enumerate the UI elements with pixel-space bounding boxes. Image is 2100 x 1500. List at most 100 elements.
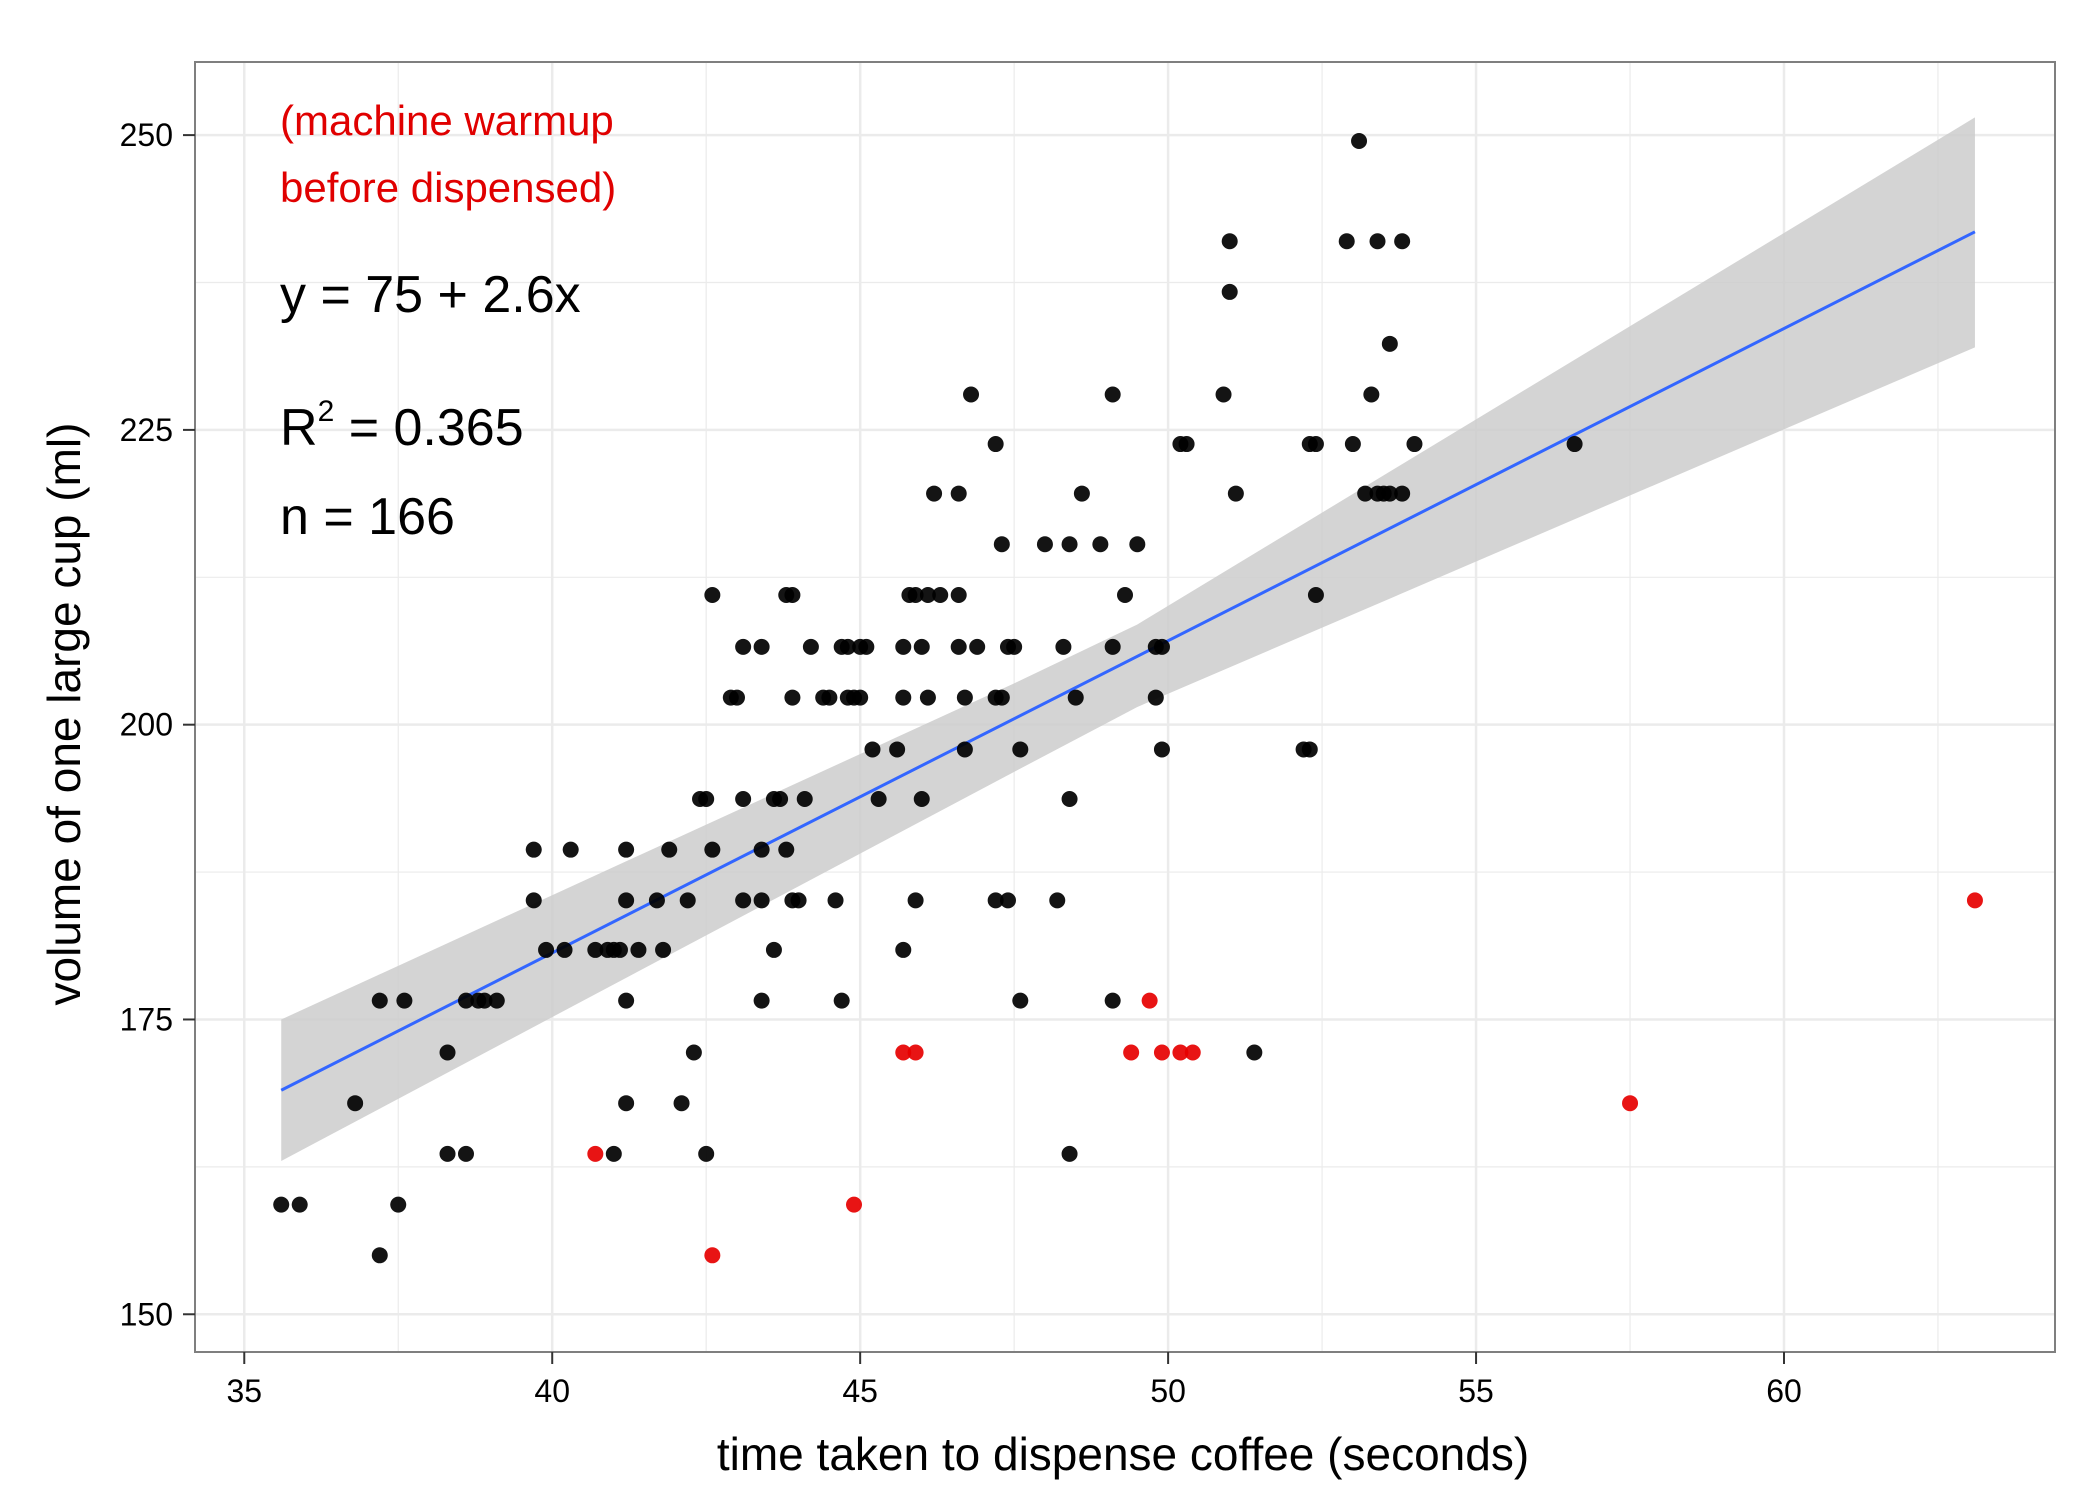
data-point (907, 586, 924, 603)
sample-size-label: n = 166 (280, 488, 455, 546)
data-point (753, 892, 770, 909)
data-point (735, 790, 752, 807)
data-point (999, 892, 1016, 909)
data-point (1227, 485, 1244, 502)
data-point (1012, 992, 1029, 1009)
data-point (698, 790, 715, 807)
y-tick-label: 225 (120, 412, 173, 448)
y-tick-label: 175 (120, 1001, 173, 1037)
data-point (895, 941, 912, 958)
data-point (1104, 386, 1121, 403)
data-point (1049, 892, 1066, 909)
data-points (273, 133, 1983, 1264)
data-point (827, 892, 844, 909)
warmup-data-point (1153, 1044, 1170, 1061)
data-point (833, 992, 850, 1009)
data-point (852, 689, 869, 706)
data-point (790, 892, 807, 909)
warmup-data-point (895, 1044, 912, 1061)
data-point (919, 689, 936, 706)
regression-equation: y = 75 + 2.6x (280, 266, 581, 324)
data-point (1153, 741, 1170, 758)
warmup-annotation-line1: (machine warmup (280, 97, 614, 144)
warmup-data-point (846, 1196, 863, 1213)
data-point (1406, 436, 1423, 453)
data-point (618, 1095, 635, 1112)
warmup-data-point (587, 1145, 604, 1162)
data-point (1351, 133, 1368, 150)
data-point (605, 1145, 622, 1162)
data-point (1221, 233, 1238, 250)
data-point (1357, 485, 1374, 502)
data-point (895, 638, 912, 655)
data-point (993, 689, 1010, 706)
data-point (1369, 233, 1386, 250)
r-squared-label: R2 = 0.365 (280, 395, 524, 457)
data-point (895, 689, 912, 706)
data-point (735, 892, 752, 909)
data-point (932, 586, 949, 603)
data-point (698, 1145, 715, 1162)
data-point (950, 485, 967, 502)
data-point (1129, 536, 1146, 553)
data-point (1221, 283, 1238, 300)
data-point (538, 941, 555, 958)
y-tick-label: 250 (120, 117, 173, 153)
data-point (1006, 638, 1023, 655)
data-point (772, 790, 789, 807)
data-point (655, 941, 672, 958)
x-tick-label: 40 (534, 1373, 570, 1409)
data-point (525, 892, 542, 909)
data-point (1301, 741, 1318, 758)
data-point (753, 841, 770, 858)
data-point (753, 638, 770, 655)
data-point (889, 741, 906, 758)
y-tick-label: 200 (120, 707, 173, 743)
data-point (1055, 638, 1072, 655)
y-axis-title: volume of one large cup (ml) (38, 423, 90, 1006)
data-point (661, 841, 678, 858)
x-tick-label: 35 (226, 1373, 262, 1409)
data-point (1394, 233, 1411, 250)
data-point (611, 941, 628, 958)
x-axis-title: time taken to dispense coffee (seconds) (717, 1428, 1529, 1480)
data-point (457, 992, 474, 1009)
data-point (1178, 436, 1195, 453)
data-point (784, 689, 801, 706)
data-point (950, 638, 967, 655)
data-point (839, 638, 856, 655)
data-point (390, 1196, 407, 1213)
data-point (556, 941, 573, 958)
data-point (956, 741, 973, 758)
data-point (1012, 741, 1029, 758)
data-point (1061, 536, 1078, 553)
data-point (765, 941, 782, 958)
data-point (1394, 485, 1411, 502)
data-point (439, 1145, 456, 1162)
data-point (587, 941, 604, 958)
data-point (778, 841, 795, 858)
data-point (913, 638, 930, 655)
x-tick-label: 55 (1458, 1373, 1494, 1409)
data-point (685, 1044, 702, 1061)
data-point (525, 841, 542, 858)
data-point (679, 892, 696, 909)
data-point (618, 841, 635, 858)
data-point (1307, 586, 1324, 603)
confidence-band-group (281, 117, 1975, 1161)
data-point (347, 1095, 364, 1112)
data-point (630, 941, 647, 958)
data-point (1381, 485, 1398, 502)
data-point (1073, 485, 1090, 502)
data-point (870, 790, 887, 807)
data-point (1344, 436, 1361, 453)
data-point (291, 1196, 308, 1213)
panel-border (194, 61, 2056, 1353)
data-point (1338, 233, 1355, 250)
r-squared-value: = 0.365 (334, 399, 523, 457)
warmup-data-point (1184, 1044, 1201, 1061)
data-point (907, 892, 924, 909)
warmup-data-point (1123, 1044, 1140, 1061)
data-point (1363, 386, 1380, 403)
